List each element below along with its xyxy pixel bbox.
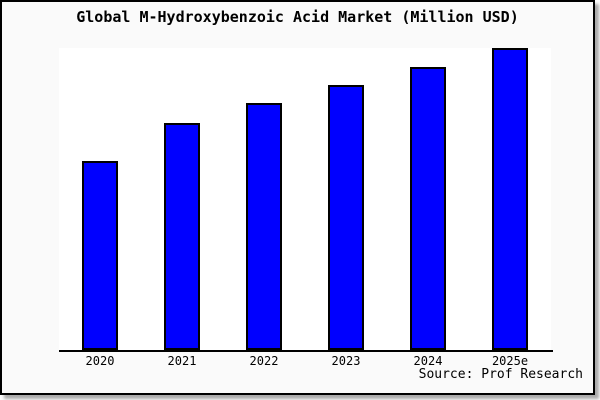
x-tick-label-2022: 2022 xyxy=(249,354,279,368)
x-tick-label-2024: 2024 xyxy=(413,354,443,368)
x-tick-label-2021: 2021 xyxy=(167,354,197,368)
bar-2022 xyxy=(246,103,282,350)
x-tick-label-2020: 2020 xyxy=(85,354,115,368)
bar-2025e xyxy=(492,48,528,350)
x-tick-label-2023: 2023 xyxy=(331,354,361,368)
bar-2023 xyxy=(328,85,364,350)
source-credit: Source: Prof Research xyxy=(418,367,583,382)
chart-title: Global M-Hydroxybenzoic Acid Market (Mil… xyxy=(76,8,519,26)
chart-frame: Global M-Hydroxybenzoic Acid Market (Mil… xyxy=(0,0,595,395)
bar-series xyxy=(59,48,551,350)
bar-2021 xyxy=(164,123,200,350)
plot-area xyxy=(59,48,551,350)
x-tick-label-2025e: 2025e xyxy=(491,354,529,368)
bar-2024 xyxy=(410,67,446,350)
bar-2020 xyxy=(82,161,118,350)
x-axis-line xyxy=(59,350,553,352)
x-axis-labels: 2020 2021 2022 2023 2024 2025e xyxy=(59,354,551,370)
